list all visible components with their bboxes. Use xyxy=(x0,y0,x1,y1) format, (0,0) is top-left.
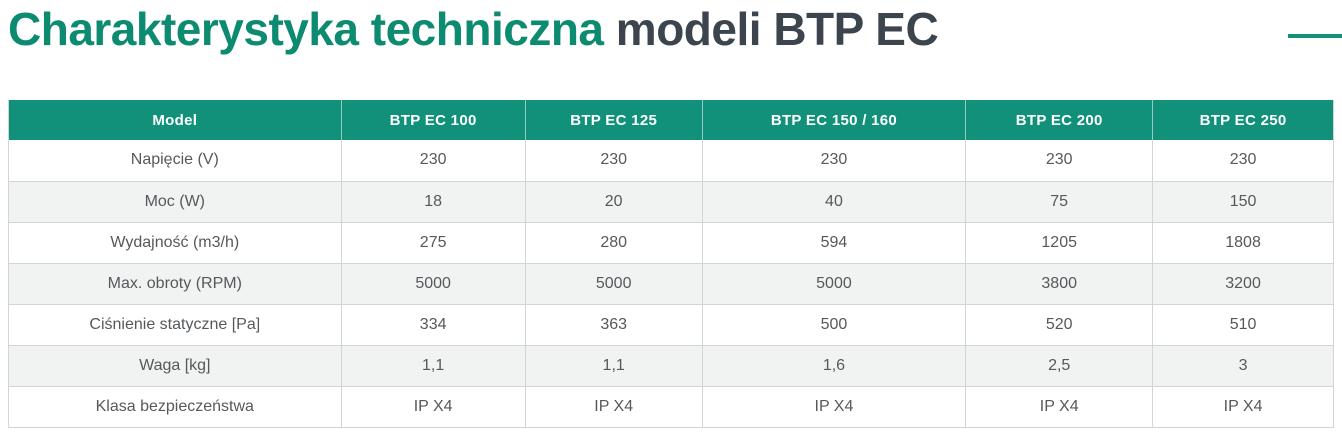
header-cell-model: Model xyxy=(8,100,342,140)
table-cell: 5000 xyxy=(525,263,703,305)
spec-table-body: Napięcie (V) 230 230 230 230 230 Moc (W) 18 20 40… xyxy=(8,140,1334,428)
table-cell: 3200 xyxy=(1152,263,1334,305)
header-row: Model BTP EC 100 BTP EC 125 BTP EC 150 / 16… xyxy=(8,100,1334,140)
table-cell: 1205 xyxy=(965,222,1154,264)
row-label: Moc (W) xyxy=(8,181,342,223)
table-cell: 280 xyxy=(525,222,703,264)
page-title-rest: modeli BTP EC xyxy=(603,3,939,55)
table-cell: 150 xyxy=(1152,181,1334,223)
row-label: Klasa bezpieczeństwa xyxy=(8,386,342,428)
table-cell: 1808 xyxy=(1152,222,1334,264)
row-label: Ciśnienie statyczne [Pa] xyxy=(8,304,342,346)
table-cell: 3 xyxy=(1152,345,1334,387)
table-cell: 75 xyxy=(965,181,1154,223)
table-row: Moc (W) 18 20 40 75 150 xyxy=(8,181,1334,223)
table-cell: IP X4 xyxy=(525,386,703,428)
table-cell: 1,1 xyxy=(341,345,526,387)
table-cell: IP X4 xyxy=(965,386,1154,428)
table-cell: IP X4 xyxy=(341,386,526,428)
table-cell: 3800 xyxy=(965,263,1154,305)
table-cell: 520 xyxy=(965,304,1154,346)
table-cell: 275 xyxy=(341,222,526,264)
header-cell: BTP EC 250 xyxy=(1152,100,1334,140)
table-row: Waga [kg] 1,1 1,1 1,6 2,5 3 xyxy=(8,345,1334,387)
table-row: Klasa bezpieczeństwa IP X4 IP X4 IP X4 IP X4… xyxy=(8,386,1334,428)
table-cell: 230 xyxy=(702,140,967,182)
table-cell: 18 xyxy=(341,181,526,223)
table-cell: 5000 xyxy=(341,263,526,305)
table-cell: 2,5 xyxy=(965,345,1154,387)
table-cell: 510 xyxy=(1152,304,1334,346)
row-label: Wydajność (m3/h) xyxy=(8,222,342,264)
table-row: Max. obroty (RPM) 5000 5000 5000 3800 3200 xyxy=(8,263,1334,305)
header-cell: BTP EC 150 / 160 xyxy=(702,100,967,140)
table-cell: 1,1 xyxy=(525,345,703,387)
header-cell: BTP EC 200 xyxy=(965,100,1154,140)
table-cell: 230 xyxy=(965,140,1154,182)
table-row: Napięcie (V) 230 230 230 230 230 xyxy=(8,140,1334,182)
accent-dash-icon xyxy=(1288,34,1342,38)
spec-table-head: Model BTP EC 100 BTP EC 125 BTP EC 150 / 16… xyxy=(8,100,1334,140)
table-row: Wydajność (m3/h) 275 280 594 1205 1808 xyxy=(8,222,1334,264)
table-cell: 20 xyxy=(525,181,703,223)
table-cell: 40 xyxy=(702,181,967,223)
table-cell: 230 xyxy=(525,140,703,182)
table-row: Ciśnienie statyczne [Pa] 334 363 500 520 510 xyxy=(8,304,1334,346)
header-cell: BTP EC 100 xyxy=(341,100,526,140)
row-label: Max. obroty (RPM) xyxy=(8,263,342,305)
table-cell: 230 xyxy=(341,140,526,182)
table-cell: 500 xyxy=(702,304,967,346)
table-cell: IP X4 xyxy=(1152,386,1334,428)
table-cell: 334 xyxy=(341,304,526,346)
table-cell: 230 xyxy=(1152,140,1334,182)
table-cell: IP X4 xyxy=(702,386,967,428)
page-title-highlight: Charakterystyka techniczna xyxy=(8,3,604,55)
table-cell: 363 xyxy=(525,304,703,346)
page-title: Charakterystyka techniczna modeli BTP EC xyxy=(8,2,939,56)
header-cell: BTP EC 125 xyxy=(525,100,703,140)
row-label: Waga [kg] xyxy=(8,345,342,387)
spec-table: Model BTP EC 100 BTP EC 125 BTP EC 150 / 16… xyxy=(8,100,1334,428)
row-label: Napięcie (V) xyxy=(8,140,342,182)
table-cell: 5000 xyxy=(702,263,967,305)
table-cell: 1,6 xyxy=(702,345,967,387)
table-cell: 594 xyxy=(702,222,967,264)
